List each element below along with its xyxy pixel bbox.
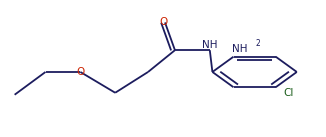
Text: NH: NH: [232, 44, 248, 54]
Text: Cl: Cl: [284, 88, 294, 98]
Text: O: O: [76, 67, 84, 77]
Text: NH: NH: [202, 40, 217, 50]
Text: 2: 2: [256, 39, 260, 48]
Text: O: O: [159, 18, 168, 28]
